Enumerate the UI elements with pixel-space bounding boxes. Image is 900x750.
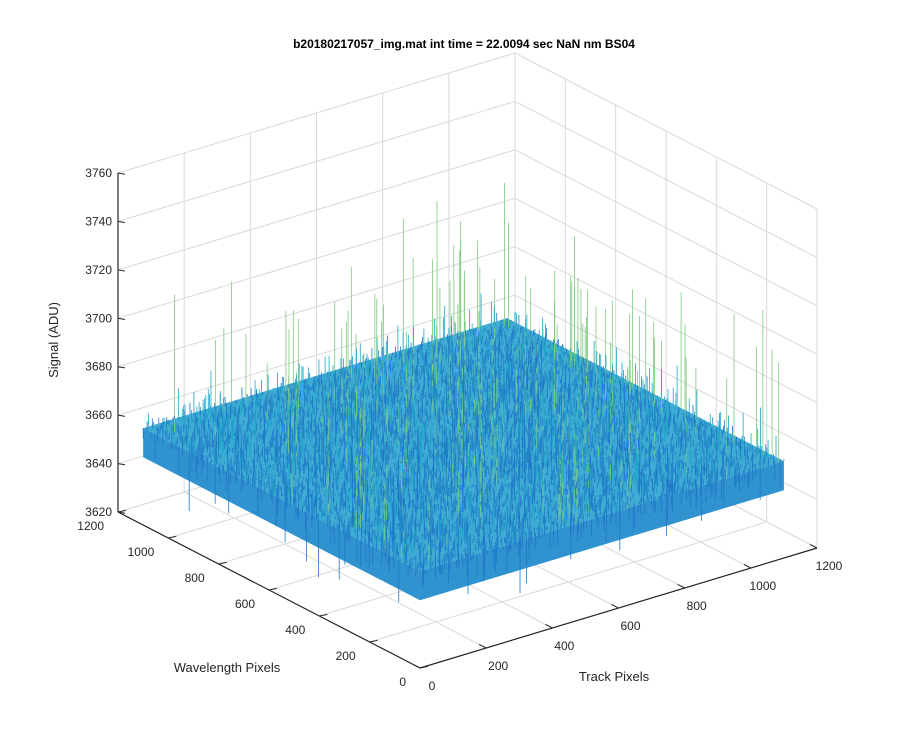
side-wall-grid-line bbox=[514, 100, 818, 258]
back-wall-grid-line bbox=[117, 52, 516, 174]
back-wall-grid-line bbox=[117, 246, 516, 368]
back-wall-grid-line bbox=[117, 294, 516, 416]
side-wall-grid-line bbox=[514, 197, 818, 355]
side-wall-grid-line bbox=[514, 52, 818, 210]
back-wall-grid-line bbox=[117, 149, 516, 271]
surface-skirt bbox=[420, 461, 784, 601]
floor-grid-line bbox=[369, 521, 767, 643]
side-wall-grid-line bbox=[514, 149, 818, 307]
side-wall-grid-line bbox=[514, 294, 818, 452]
back-wall-grid-line bbox=[117, 197, 516, 319]
side-wall-grid-line bbox=[514, 246, 818, 404]
back-wall-grid-line bbox=[117, 100, 516, 222]
surface bbox=[142, 182, 785, 602]
surface-skirt bbox=[143, 428, 420, 601]
